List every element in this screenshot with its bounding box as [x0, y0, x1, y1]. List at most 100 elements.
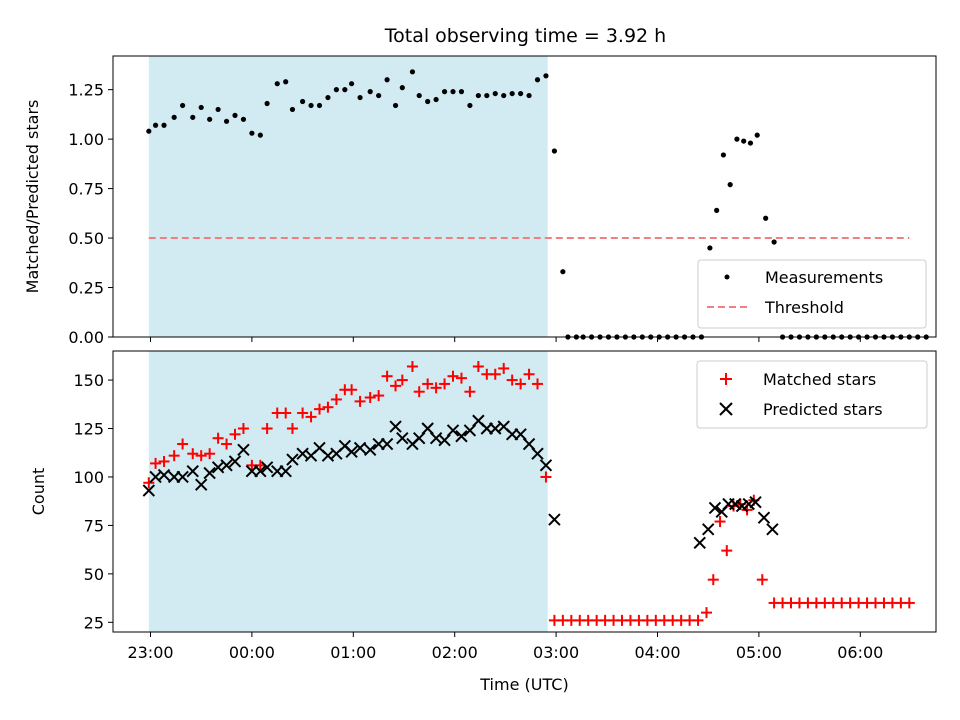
top-legend-box: [697, 259, 927, 329]
matched-stars-point: [237, 423, 249, 435]
measurement-point: [198, 104, 204, 111]
matched-stars-point: [506, 374, 518, 386]
legend-label-measurements: Measurements: [765, 268, 883, 287]
predicted-stars-point: [176, 470, 189, 484]
bottom-y-tick-label: 75: [84, 516, 104, 535]
matched-stars-point: [422, 378, 434, 390]
matched-stars-point: [756, 574, 768, 586]
top-y-tick-label: 1.00: [68, 130, 104, 149]
measurement-point: [384, 77, 390, 83]
matched-stars-point: [168, 450, 180, 462]
x-tick-label: 23:00: [127, 643, 173, 662]
measurement-point: [283, 79, 289, 85]
measurement-point: [526, 92, 532, 99]
matched-stars-point: [261, 423, 273, 435]
bottom-panel: Count Time (UTC) Matched stars Predicted…: [29, 350, 937, 694]
measurement-point: [264, 100, 270, 107]
matched-stars-point: [447, 370, 459, 382]
bottom-y-tick-label: 50: [84, 565, 104, 584]
predicted-stars-point: [396, 431, 409, 445]
measurement-point: [754, 132, 760, 138]
matched-stars-point: [297, 407, 309, 419]
matched-stars-point: [701, 607, 713, 619]
legend-marker-predicted-stars: [719, 402, 733, 416]
measurement-point: [249, 130, 255, 136]
matched-stars-point: [158, 455, 170, 467]
measurement-point: [171, 114, 177, 120]
matched-stars-point: [212, 432, 224, 444]
measurement-point: [433, 96, 439, 103]
matched-stars-point: [439, 378, 451, 390]
top-y-axis-label: Matched/Predicted stars: [23, 100, 42, 294]
matched-stars-point: [229, 428, 241, 440]
matched-stars-point: [707, 574, 719, 586]
x-tick-label: 04:00: [634, 643, 680, 662]
predicted-stars-point: [539, 459, 553, 472]
matched-stars-point: [381, 370, 393, 382]
measurement-point: [747, 140, 754, 146]
matched-stars-point: [177, 438, 189, 450]
predicted-stars-point: [353, 441, 367, 455]
bottom-legend: Matched stars Predicted stars: [696, 360, 928, 429]
matched-stars-point: [714, 516, 726, 528]
measurement-point: [308, 102, 314, 109]
measurement-point: [207, 116, 213, 122]
top-shaded-region: [148, 56, 548, 337]
predicted-stars-point: [345, 445, 358, 458]
measurement-point: [399, 85, 405, 91]
matched-stars-point: [472, 361, 484, 373]
measurement-point: [357, 94, 363, 101]
measurement-point: [714, 207, 720, 213]
measurement-point: [492, 90, 498, 97]
matched-stars-point: [489, 368, 501, 380]
predicted-stars-point: [455, 430, 468, 443]
matched-stars-point: [515, 378, 527, 390]
x-tick-label: 01:00: [330, 643, 376, 662]
bottom-axes-frame: [112, 350, 937, 633]
matched-stars-point: [314, 403, 325, 415]
matched-stars-point: [187, 448, 199, 460]
matched-stars-point: [204, 448, 216, 460]
matched-stars-point: [721, 545, 733, 557]
measurement-point: [333, 87, 339, 93]
x-axis-label: Time (UTC): [479, 675, 568, 694]
matched-stars-point: [396, 374, 408, 386]
predicted-stars-point: [186, 464, 199, 478]
x-tick-label: 03:00: [533, 643, 579, 662]
bottom-legend-box: [696, 360, 928, 429]
predicted-stars-point: [363, 443, 377, 457]
matched-stars-point: [305, 411, 317, 423]
matched-stars-point: [364, 392, 376, 404]
x-tick-label: 06:00: [837, 643, 883, 662]
predicted-stars-point: [693, 536, 706, 550]
measurement-point: [450, 89, 456, 95]
measurement-point: [534, 77, 541, 83]
predicted-stars-point: [531, 447, 544, 460]
matched-stars-point: [322, 401, 334, 413]
measurement-point: [274, 81, 280, 87]
predicted-stars-point: [286, 453, 299, 466]
measurement-point: [180, 102, 186, 109]
top-y-tick-label: 1.25: [68, 81, 104, 100]
predicted-stars-point: [380, 437, 394, 451]
matched-stars-point: [221, 438, 233, 450]
measurement-point: [763, 215, 769, 221]
measurement-point: [734, 136, 740, 142]
measurement-point: [367, 89, 373, 95]
measurement-point: [475, 92, 481, 99]
predicted-stars-point: [446, 424, 460, 437]
measurement-point: [300, 98, 306, 105]
measurement-point: [146, 128, 152, 134]
matched-stars-point: [406, 361, 418, 373]
predicted-stars-point: [220, 459, 233, 472]
matched-stars-point: [150, 457, 162, 469]
top-y-tick-label: 0.00: [68, 328, 104, 347]
x-tick-label: 02:00: [432, 643, 478, 662]
matched-stars-point: [455, 372, 467, 384]
measurement-point: [316, 102, 323, 109]
measurement-point: [458, 89, 465, 95]
predicted-stars-point: [701, 523, 715, 536]
predicted-stars-point: [203, 466, 216, 480]
top-legend: Measurements Threshold: [697, 259, 927, 329]
matched-stars-point: [498, 362, 510, 374]
